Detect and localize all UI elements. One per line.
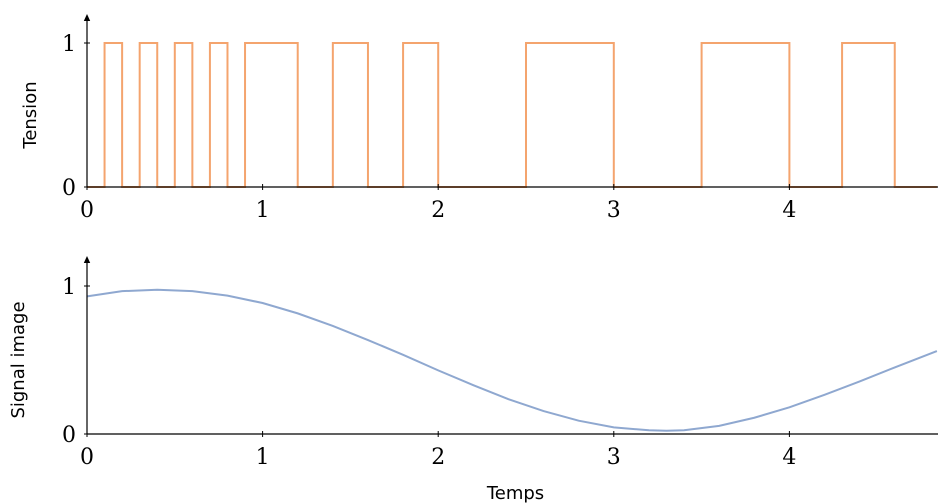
- x-axis-label-1: Temps: [486, 483, 544, 503]
- y-tick-label-1-0: 0: [62, 423, 76, 448]
- y-axis-arrow-1: [83, 256, 91, 263]
- tension-panel: 0 1 2 3 4 0 1 Tension: [20, 14, 938, 223]
- x-tick-label-0-0: 0: [80, 198, 94, 223]
- x-tick-label-1-2: 2: [431, 445, 445, 470]
- x-tick-label-0-4: 4: [782, 198, 796, 223]
- series-line-1-0: [86, 288, 938, 432]
- x-tick-label-1-4: 4: [782, 445, 796, 470]
- y-axis-arrow-0: [83, 14, 91, 21]
- y-axis-label-0: Tension: [20, 81, 41, 149]
- x-tick-label-0-3: 3: [607, 198, 621, 223]
- x-tick-label-1-0: 0: [80, 445, 94, 470]
- y-tick-label-0-0: 0: [62, 176, 76, 201]
- signal-image-panel: 0 1 2 3 4 0 1 Signal image Temps: [8, 256, 938, 503]
- x-tick-label-1-3: 3: [607, 445, 621, 470]
- y-tick-label-0-1: 1: [62, 32, 76, 57]
- x-tick-label-1-1: 1: [256, 445, 270, 470]
- x-tick-label-0-2: 2: [431, 198, 445, 223]
- y-tick-label-1-1: 1: [62, 275, 76, 300]
- y-axis-label-1: Signal image: [8, 301, 29, 418]
- series-line-0-0: [87, 42, 937, 188]
- x-tick-label-0-1: 1: [256, 198, 270, 223]
